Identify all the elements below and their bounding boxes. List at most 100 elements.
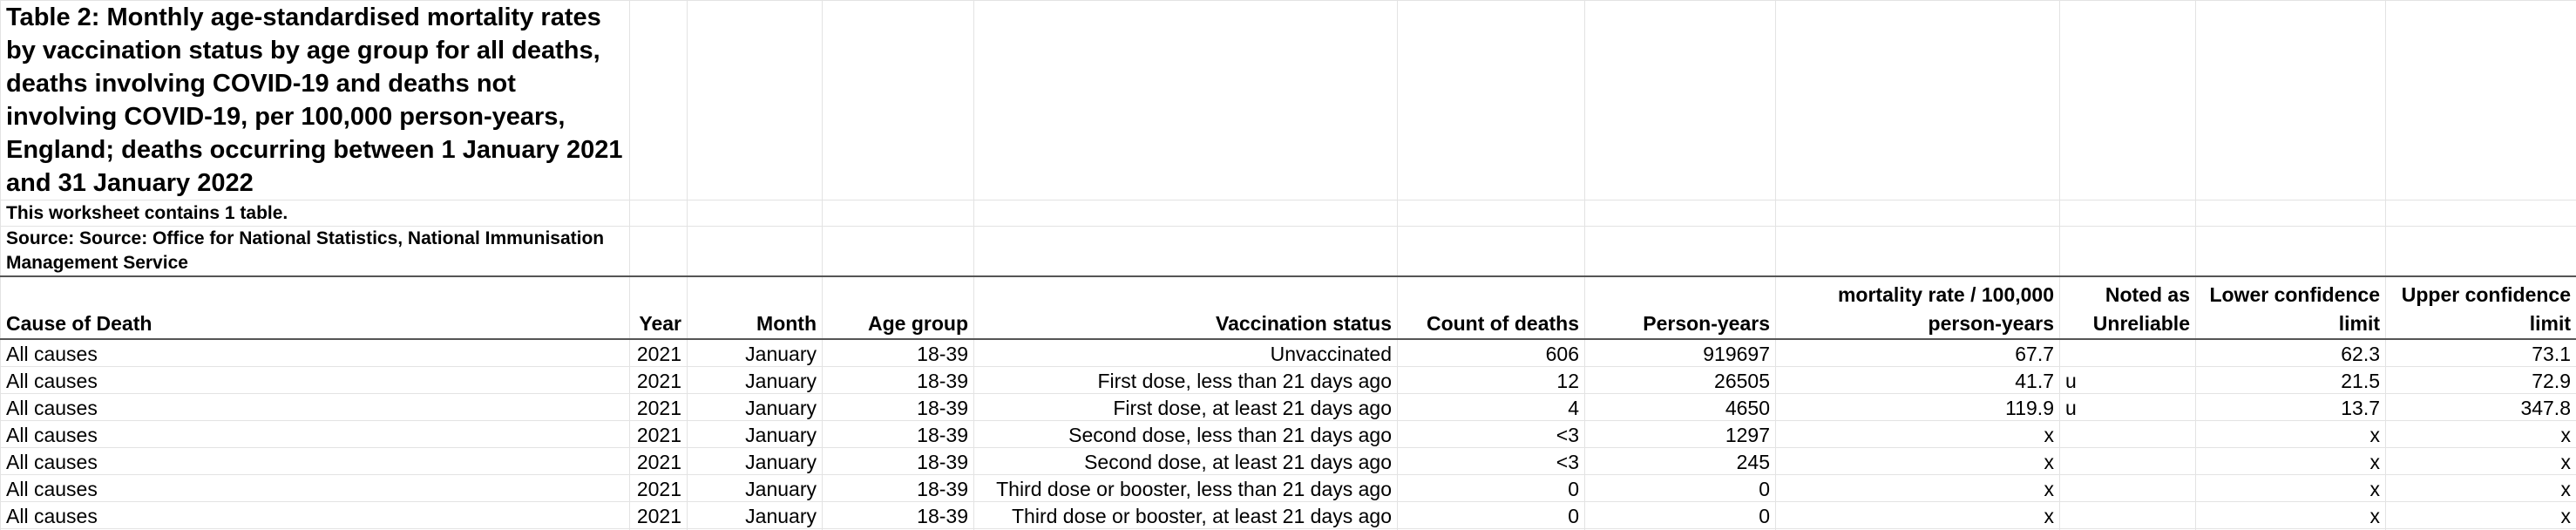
empty-cell xyxy=(2385,200,2576,227)
table-cell: January xyxy=(687,338,823,367)
table-cell: x xyxy=(2385,420,2576,448)
table-cell: January xyxy=(687,366,823,394)
sheet-source: Source: Source: Office for National Stat… xyxy=(0,226,630,277)
table-cell: 12 xyxy=(1397,366,1585,394)
sheet-row: All causes 2021 January 18-39 First dose, at… xyxy=(0,393,2576,421)
table-cell xyxy=(2059,474,2196,502)
column-header: Count of deaths xyxy=(1397,275,1585,340)
table-cell: 0 xyxy=(1584,474,1776,502)
table-cell: Unvaccinated xyxy=(973,338,1398,367)
table-cell: 67.7 xyxy=(1775,338,2060,367)
empty-cell xyxy=(1397,226,1585,277)
table-cell: Third dose or booster, at least 21 days … xyxy=(973,501,1398,529)
empty-cell xyxy=(2385,0,2576,200)
sheet-row: All causes 2021 January 18-39 Second dose, a… xyxy=(0,447,2576,475)
table-cell: 72.9 xyxy=(2385,366,2576,394)
table-cell: January xyxy=(687,501,823,529)
table-cell: January xyxy=(687,420,823,448)
table-cell: 73.1 xyxy=(2385,338,2576,367)
table-cell: 4650 xyxy=(1584,393,1776,421)
table-cell: <3 xyxy=(1397,447,1585,475)
column-header: Year xyxy=(629,275,688,340)
table-cell: 18-39 xyxy=(822,447,974,475)
table-cell: 347.8 xyxy=(2385,393,2576,421)
empty-cell xyxy=(822,0,974,200)
table-cell: 2021 xyxy=(629,447,688,475)
table-cell: January xyxy=(687,393,823,421)
table-cell: x xyxy=(2385,474,2576,502)
empty-cell xyxy=(2059,200,2196,227)
table-cell xyxy=(2059,447,2196,475)
column-header: Month xyxy=(687,275,823,340)
sheet-row: Table 2: Monthly age-standardised mortal… xyxy=(0,0,2576,200)
column-header: Lower confidence limit xyxy=(2195,275,2386,340)
empty-cell xyxy=(822,200,974,227)
column-header: Upper confidence limit xyxy=(2385,275,2576,340)
table-cell: x xyxy=(1775,420,2060,448)
empty-cell xyxy=(2195,0,2386,200)
empty-cell xyxy=(1584,200,1776,227)
table-cell: 13.7 xyxy=(2195,393,2386,421)
table-cell: 0 xyxy=(1584,501,1776,529)
sheet-row: All causes 2021 January 18-39 Unvaccinated 60… xyxy=(0,338,2576,367)
table-cell: 41.7 xyxy=(1775,366,2060,394)
empty-cell xyxy=(1775,226,2060,277)
table-cell: x xyxy=(2195,447,2386,475)
empty-cell xyxy=(687,226,823,277)
table-cell: 0 xyxy=(1397,474,1585,502)
sheet-title: Table 2: Monthly age-standardised mortal… xyxy=(0,0,630,200)
table-cell: x xyxy=(2195,420,2386,448)
sheet-row: Cause of Death Year Month Age group Vaccinat… xyxy=(0,275,2576,340)
sheet-row: All causes 2021 January 18-39 Third dose or … xyxy=(0,474,2576,502)
table-cell: First dose, less than 21 days ago xyxy=(973,366,1398,394)
empty-cell xyxy=(629,200,688,227)
table-cell: 2021 xyxy=(629,474,688,502)
table-cell: 1297 xyxy=(1584,420,1776,448)
table-cell: All causes xyxy=(0,338,630,367)
table-cell: All causes xyxy=(0,366,630,394)
table-cell xyxy=(2059,338,2196,367)
empty-cell xyxy=(2385,226,2576,277)
column-header: Age group xyxy=(822,275,974,340)
table-cell: All causes xyxy=(0,393,630,421)
empty-cell xyxy=(687,0,823,200)
empty-cell xyxy=(629,0,688,200)
table-cell: 2021 xyxy=(629,501,688,529)
table-cell: x xyxy=(2385,501,2576,529)
table-cell: 2021 xyxy=(629,366,688,394)
table-cell: January xyxy=(687,474,823,502)
empty-cell xyxy=(973,200,1398,227)
empty-cell xyxy=(1584,0,1776,200)
sheet-row: Source: Source: Office for National Stat… xyxy=(0,226,2576,277)
sheet-note: This worksheet contains 1 table. xyxy=(0,200,630,227)
empty-cell xyxy=(973,0,1398,200)
empty-cell xyxy=(2059,226,2196,277)
table-cell: Second dose, at least 21 days ago xyxy=(973,447,1398,475)
table-cell: 21.5 xyxy=(2195,366,2386,394)
table-cell: 18-39 xyxy=(822,366,974,394)
empty-cell xyxy=(1775,0,2060,200)
column-header: mortality rate / 100,000 person-years xyxy=(1775,275,2060,340)
table-cell: 62.3 xyxy=(2195,338,2386,367)
column-header: Vaccination status xyxy=(973,275,1398,340)
table-cell: 245 xyxy=(1584,447,1776,475)
table-cell: u xyxy=(2059,366,2196,394)
table-cell: x xyxy=(1775,474,2060,502)
table-cell: <3 xyxy=(1397,420,1585,448)
table-cell: Third dose or booster, less than 21 days… xyxy=(973,474,1398,502)
empty-cell xyxy=(629,226,688,277)
empty-cell xyxy=(1584,226,1776,277)
column-header: Person-years xyxy=(1584,275,1776,340)
empty-cell xyxy=(2195,226,2386,277)
table-cell: x xyxy=(1775,501,2060,529)
table-cell: 2021 xyxy=(629,420,688,448)
table-cell: 2021 xyxy=(629,393,688,421)
table-cell: All causes xyxy=(0,474,630,502)
table-cell: x xyxy=(2385,447,2576,475)
table-cell: All causes xyxy=(0,420,630,448)
table-cell: 18-39 xyxy=(822,474,974,502)
table-cell: First dose, at least 21 days ago xyxy=(973,393,1398,421)
table-cell: 0 xyxy=(1397,501,1585,529)
table-cell: 2021 xyxy=(629,338,688,367)
